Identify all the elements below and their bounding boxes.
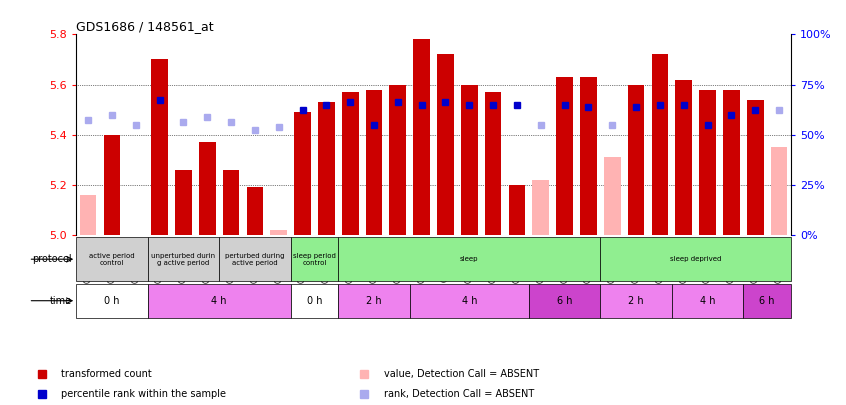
Bar [76,284,147,318]
Text: GDS1686 / 148561_at: GDS1686 / 148561_at [76,20,214,33]
Text: 2 h: 2 h [629,296,644,306]
Bar [723,90,739,235]
Bar [529,284,601,318]
Bar [601,284,672,318]
Bar [219,237,291,281]
Bar [80,195,96,235]
Bar [771,147,788,235]
Text: 0 h: 0 h [104,296,119,306]
Text: perturbed during
active period: perturbed during active period [225,253,284,266]
Bar [76,237,147,281]
Bar [175,170,192,235]
Bar [389,85,406,235]
Bar [151,60,168,235]
Bar [601,237,791,281]
Text: 6 h: 6 h [760,296,775,306]
Bar [147,284,290,318]
Text: sleep period
control: sleep period control [293,253,336,266]
Bar [628,85,645,235]
Bar [147,237,219,281]
Bar [508,185,525,235]
Bar [365,90,382,235]
Bar [604,157,621,235]
Text: protocol: protocol [32,254,72,264]
Bar [294,112,310,235]
Bar [700,90,716,235]
Bar [222,170,239,235]
Text: 4 h: 4 h [462,296,477,306]
Text: value, Detection Call = ABSENT: value, Detection Call = ABSENT [384,369,539,379]
Text: active period
control: active period control [89,253,135,266]
Text: 6 h: 6 h [557,296,573,306]
Text: unperturbed durin
g active period: unperturbed durin g active period [151,253,216,266]
Text: rank, Detection Call = ABSENT: rank, Detection Call = ABSENT [384,389,534,399]
Text: 0 h: 0 h [307,296,322,306]
Bar [338,237,601,281]
Bar [291,284,338,318]
Text: time: time [50,296,72,306]
Bar [747,100,764,235]
Bar [414,39,430,235]
Text: sleep: sleep [460,256,479,262]
Bar [651,55,668,235]
Text: transformed count: transformed count [62,369,152,379]
Bar [246,187,263,235]
Bar [409,284,529,318]
Bar [271,230,287,235]
Bar [437,55,453,235]
Bar [103,134,120,235]
Bar [672,284,744,318]
Bar [532,180,549,235]
Bar [675,79,692,235]
Bar [199,142,216,235]
Bar [342,92,359,235]
Bar [338,284,409,318]
Bar [291,237,338,281]
Bar [461,85,478,235]
Text: percentile rank within the sample: percentile rank within the sample [62,389,227,399]
Bar [580,77,596,235]
Bar [744,284,791,318]
Text: 4 h: 4 h [700,296,716,306]
Bar [557,77,573,235]
Text: 2 h: 2 h [366,296,382,306]
Text: 4 h: 4 h [212,296,227,306]
Bar [485,92,502,235]
Text: sleep deprived: sleep deprived [670,256,722,262]
Bar [318,102,335,235]
